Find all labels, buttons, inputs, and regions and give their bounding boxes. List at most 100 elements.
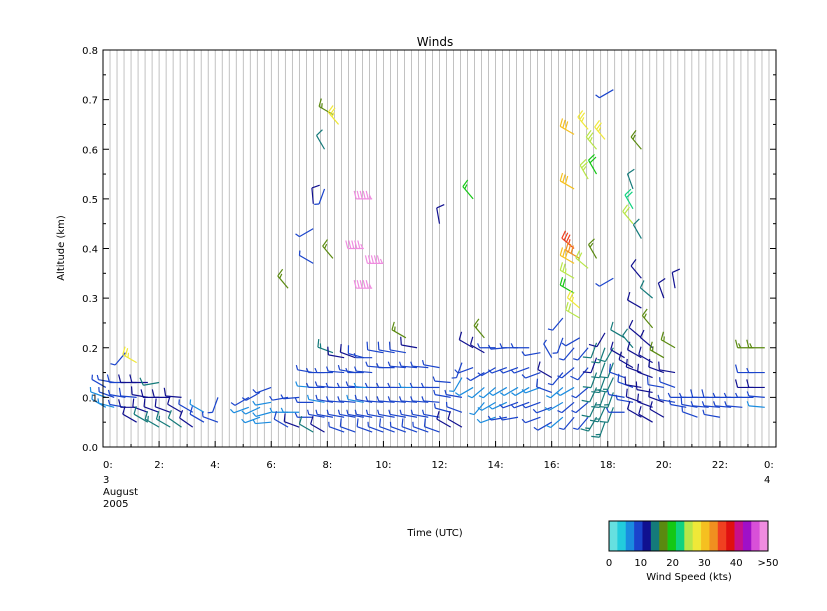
barb-staff [412, 400, 429, 403]
barb-feather [690, 401, 694, 407]
legend-swatch [659, 521, 668, 551]
wind-barb [241, 406, 261, 415]
wind-barb [510, 343, 530, 349]
barb-feather [388, 341, 391, 350]
barb-feather [511, 392, 516, 396]
barb-feather [353, 190, 357, 200]
barb-staff [424, 426, 440, 433]
barb-feather [562, 263, 566, 272]
y-tick-label: 0.7 [82, 96, 98, 107]
wind-barb [565, 301, 581, 319]
wind-barb [594, 120, 606, 140]
wind-barb [230, 396, 250, 406]
wind-barb [376, 382, 395, 389]
barb-feather [532, 408, 538, 414]
barb-staff [143, 381, 160, 386]
wind-barb [311, 184, 320, 204]
barb-feather [354, 240, 358, 249]
barb-staff [537, 421, 552, 431]
barb-feather [630, 258, 637, 267]
barb-staff [255, 411, 272, 417]
wind-barb [364, 382, 384, 389]
wind-barb [317, 338, 334, 354]
barb-feather [311, 184, 320, 189]
barb-feather [464, 184, 468, 190]
wind-barb [595, 277, 614, 287]
barb-staff [589, 387, 598, 403]
barb-feather [314, 381, 318, 387]
wind-barb [377, 409, 395, 418]
legend-label: 10 [634, 558, 647, 569]
barb-staff [283, 396, 300, 400]
barb-staff [455, 362, 463, 378]
barb-feather [487, 369, 493, 374]
barb-feather [315, 394, 318, 400]
wind-barb [678, 392, 698, 398]
barb-feather [746, 391, 750, 397]
barb-staff [681, 403, 698, 408]
barb-feather [391, 321, 395, 330]
wind-barb [582, 342, 598, 359]
barb-feather [326, 396, 329, 402]
wind-barb [724, 401, 743, 408]
barb-feather [421, 409, 425, 415]
barb-staff [559, 386, 575, 396]
barb-feather [283, 413, 286, 422]
wind-barb [433, 403, 451, 413]
barb-feather [536, 378, 539, 388]
barb-feather [345, 367, 349, 373]
wind-barb [354, 366, 373, 374]
barb-feather [596, 122, 602, 130]
wind-barb [179, 410, 194, 428]
barb-feather [241, 418, 246, 424]
barb-feather [630, 129, 637, 138]
legend-swatch [684, 521, 693, 551]
barb-feather [348, 240, 352, 249]
wind-barb [546, 416, 564, 429]
barb-feather [558, 427, 564, 431]
barb-feather [357, 240, 361, 249]
wind-barb [573, 347, 589, 361]
wind-barb [155, 411, 171, 428]
barb-feather [622, 204, 629, 212]
barb-staff [577, 416, 589, 430]
y-tick-label: 0.8 [82, 46, 98, 57]
wind-barb [577, 110, 589, 130]
barb-feather [581, 117, 585, 122]
wind-barb [346, 394, 364, 403]
wind-barb [591, 377, 606, 394]
barb-feather [521, 403, 526, 409]
barb-feather [626, 401, 631, 410]
wind-barb [746, 339, 765, 349]
barb-feather [627, 168, 635, 175]
barb-staff [636, 389, 653, 394]
barb-feather [324, 243, 328, 249]
barb-staff [647, 384, 664, 389]
barb-feather [589, 156, 597, 164]
barb-feather [632, 218, 640, 226]
barb-staff [378, 413, 395, 418]
barb-feather [337, 396, 341, 402]
barb-feather [571, 395, 577, 399]
barb-staff [703, 405, 720, 408]
wind-barb [444, 389, 463, 398]
barb-staff [628, 327, 642, 339]
barb-staff [179, 417, 194, 428]
barb-feather [579, 112, 586, 120]
barb-staff [577, 347, 589, 361]
barb-staff [565, 337, 581, 347]
barb-feather [436, 411, 440, 420]
barb-feather [370, 255, 374, 264]
x-tick-label: 16: [544, 460, 560, 471]
barb-feather [573, 358, 578, 361]
barb-staff [446, 394, 463, 398]
barb-feather [723, 392, 727, 398]
barb-feather [376, 382, 380, 388]
barb-staff [659, 398, 676, 403]
barb-feather [107, 399, 111, 405]
barb-feather [326, 366, 329, 372]
barb-feather [339, 343, 342, 353]
wind-barb [364, 255, 384, 264]
x-tick-label: 12: [431, 460, 447, 471]
barb-feather [658, 361, 660, 370]
